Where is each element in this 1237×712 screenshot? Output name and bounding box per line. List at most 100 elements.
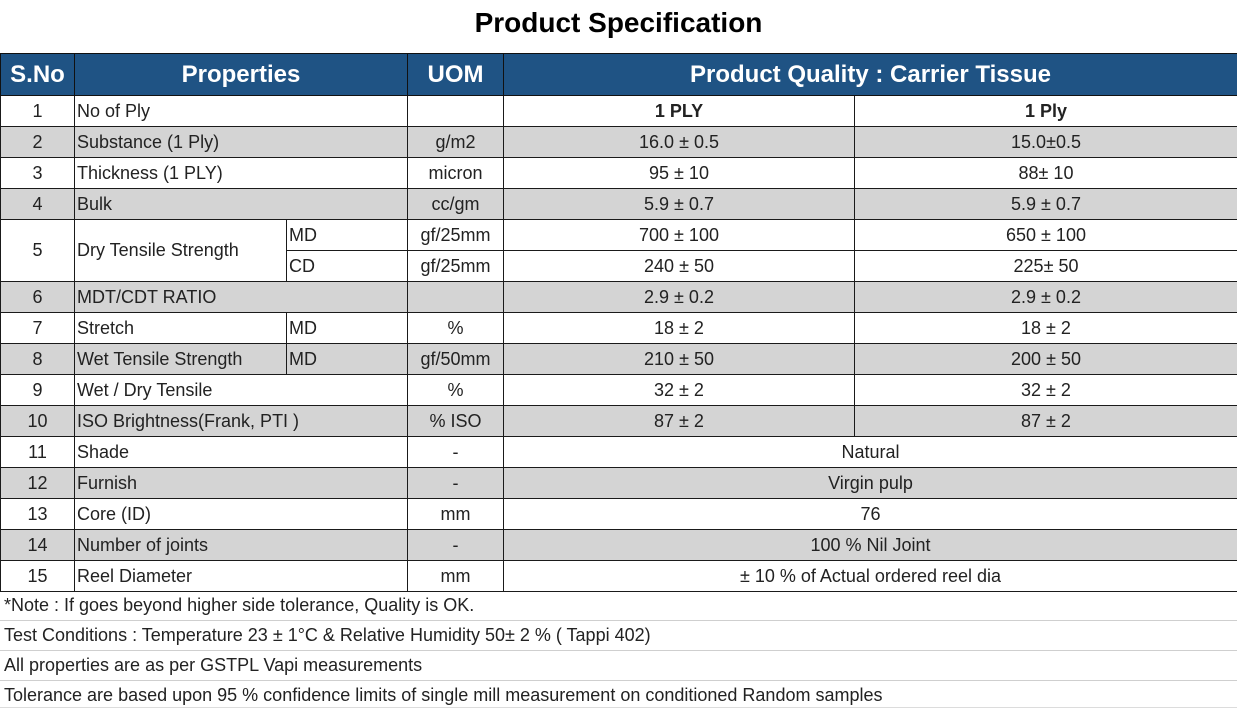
cell-value-2: 1 Ply xyxy=(854,95,1237,127)
cell-uom xyxy=(407,95,504,127)
cell-property: Substance (1 Ply) xyxy=(74,126,408,158)
cell-sno: 14 xyxy=(0,529,75,561)
cell-property: Bulk xyxy=(74,188,408,220)
cell-direction: MD xyxy=(286,343,408,375)
cell-sno: 5 xyxy=(0,219,75,282)
spec-table: S.No Properties UOM Product Quality : Ca… xyxy=(0,53,1237,592)
cell-value-merged: Virgin pulp xyxy=(503,467,1237,499)
cell-sno: 1 xyxy=(0,95,75,127)
header-uom: UOM xyxy=(407,53,504,96)
cell-value-1: 87 ± 2 xyxy=(503,405,855,437)
cell-value-2: 2.9 ± 0.2 xyxy=(854,281,1237,313)
cell-uom: % xyxy=(407,312,504,344)
table-row: 15 Reel Diameter mm ± 10 % of Actual ord… xyxy=(0,560,1237,592)
table-header-row: S.No Properties UOM Product Quality : Ca… xyxy=(0,53,1237,96)
cell-uom: - xyxy=(407,436,504,468)
table-row: 10 ISO Brightness(Frank, PTI ) % ISO 87 … xyxy=(0,405,1237,437)
cell-property: Wet / Dry Tensile xyxy=(74,374,408,406)
note-confidence-limits: Tolerance are based upon 95 % confidence… xyxy=(4,685,883,705)
cell-value-merged: 76 xyxy=(503,498,1237,530)
cell-property: Dry Tensile Strength xyxy=(74,219,287,282)
cell-uom: mm xyxy=(407,498,504,530)
table-row: 5 Dry Tensile Strength MD gf/25mm 700 ± … xyxy=(0,219,1237,282)
cell-property: MDT/CDT RATIO xyxy=(74,281,408,313)
header-properties: Properties xyxy=(74,53,408,96)
table-row: 12 Furnish - Virgin pulp xyxy=(0,467,1237,499)
cell-value-2: 32 ± 2 xyxy=(854,374,1237,406)
divider xyxy=(0,707,1237,708)
cell-value-1: 240 ± 50 xyxy=(503,250,855,282)
cell-uom: micron xyxy=(407,157,504,189)
cell-property: Stretch xyxy=(74,312,287,344)
cell-sno: 13 xyxy=(0,498,75,530)
cell-value-2: 225± 50 xyxy=(854,250,1237,282)
cell-value-1: 16.0 ± 0.5 xyxy=(503,126,855,158)
cell-property: Wet Tensile Strength xyxy=(74,343,287,375)
table-row: 3 Thickness (1 PLY) micron 95 ± 10 88± 1… xyxy=(0,157,1237,189)
table-row: CD gf/25mm 240 ± 50 225± 50 xyxy=(1,250,1237,282)
table-row: 7 Stretch MD % 18 ± 2 18 ± 2 xyxy=(0,312,1237,344)
cell-value-2: 88± 10 xyxy=(854,157,1237,189)
table-row: 4 Bulk cc/gm 5.9 ± 0.7 5.9 ± 0.7 xyxy=(0,188,1237,220)
cell-uom: gf/50mm xyxy=(407,343,504,375)
table-row: 14 Number of joints - 100 % Nil Joint xyxy=(0,529,1237,561)
cell-sno: 15 xyxy=(0,560,75,592)
cell-uom: - xyxy=(407,467,504,499)
cell-value-1: 2.9 ± 0.2 xyxy=(503,281,855,313)
cell-sno: 11 xyxy=(0,436,75,468)
table-row: 13 Core (ID) mm 76 xyxy=(0,498,1237,530)
cell-value-1: 210 ± 50 xyxy=(503,343,855,375)
cell-uom: % ISO xyxy=(407,405,504,437)
cell-property: Thickness (1 PLY) xyxy=(74,157,408,189)
cell-sno: 6 xyxy=(0,281,75,313)
cell-value-1: 1 PLY xyxy=(503,95,855,127)
table-row: 1 No of Ply 1 PLY 1 Ply xyxy=(0,95,1237,127)
cell-uom: - xyxy=(407,529,504,561)
cell-property: Furnish xyxy=(74,467,408,499)
cell-property: Core (ID) xyxy=(74,498,408,530)
cell-uom: gf/25mm xyxy=(407,219,504,251)
cell-uom: % xyxy=(407,374,504,406)
page-title: Product Specification xyxy=(474,7,763,38)
cell-sno: 8 xyxy=(0,343,75,375)
cell-value-1: 32 ± 2 xyxy=(503,374,855,406)
table-row: 8 Wet Tensile Strength MD gf/50mm 210 ± … xyxy=(0,343,1237,375)
cell-sno: 7 xyxy=(0,312,75,344)
header-sno: S.No xyxy=(0,53,75,96)
table-row: 2 Substance (1 Ply) g/m2 16.0 ± 0.5 15.0… xyxy=(0,126,1237,158)
cell-value-2: 18 ± 2 xyxy=(854,312,1237,344)
cell-value-merged: ± 10 % of Actual ordered reel dia xyxy=(503,560,1237,592)
note-tolerance: *Note : If goes beyond higher side toler… xyxy=(0,591,1237,621)
cell-sno: 4 xyxy=(0,188,75,220)
cell-sno: 10 xyxy=(0,405,75,437)
cell-direction: CD xyxy=(286,250,408,282)
cell-value-2: 87 ± 2 xyxy=(854,405,1237,437)
cell-sno: 12 xyxy=(0,467,75,499)
cell-value-1: 18 ± 2 xyxy=(503,312,855,344)
notes-section: *Note : If goes beyond higher side toler… xyxy=(0,591,1237,710)
cell-sno: 9 xyxy=(0,374,75,406)
cell-uom xyxy=(407,281,504,313)
cell-property: Number of joints xyxy=(74,529,408,561)
cell-value-merged: Natural xyxy=(503,436,1237,468)
cell-value-2: 650 ± 100 xyxy=(854,219,1237,251)
cell-value-1: 5.9 ± 0.7 xyxy=(503,188,855,220)
cell-property: Reel Diameter xyxy=(74,560,408,592)
table-row: 6 MDT/CDT RATIO 2.9 ± 0.2 2.9 ± 0.2 xyxy=(0,281,1237,313)
cell-property: Shade xyxy=(74,436,408,468)
cell-value-merged: 100 % Nil Joint xyxy=(503,529,1237,561)
cell-value-1: 95 ± 10 xyxy=(503,157,855,189)
header-product-quality: Product Quality : Carrier Tissue xyxy=(503,53,1237,96)
cell-sno: 3 xyxy=(0,157,75,189)
cell-sno: 2 xyxy=(0,126,75,158)
table-row: 9 Wet / Dry Tensile % 32 ± 2 32 ± 2 xyxy=(0,374,1237,406)
table-row: 11 Shade - Natural xyxy=(0,436,1237,468)
cell-uom: mm xyxy=(407,560,504,592)
note-measurements: All properties are as per GSTPL Vapi mea… xyxy=(0,651,1237,681)
note-test-conditions: Test Conditions : Temperature 23 ± 1°C &… xyxy=(0,621,1237,651)
cell-direction: MD xyxy=(286,219,408,251)
cell-uom: gf/25mm xyxy=(407,250,504,282)
cell-value-2: 200 ± 50 xyxy=(854,343,1237,375)
cell-uom: g/m2 xyxy=(407,126,504,158)
cell-uom: cc/gm xyxy=(407,188,504,220)
